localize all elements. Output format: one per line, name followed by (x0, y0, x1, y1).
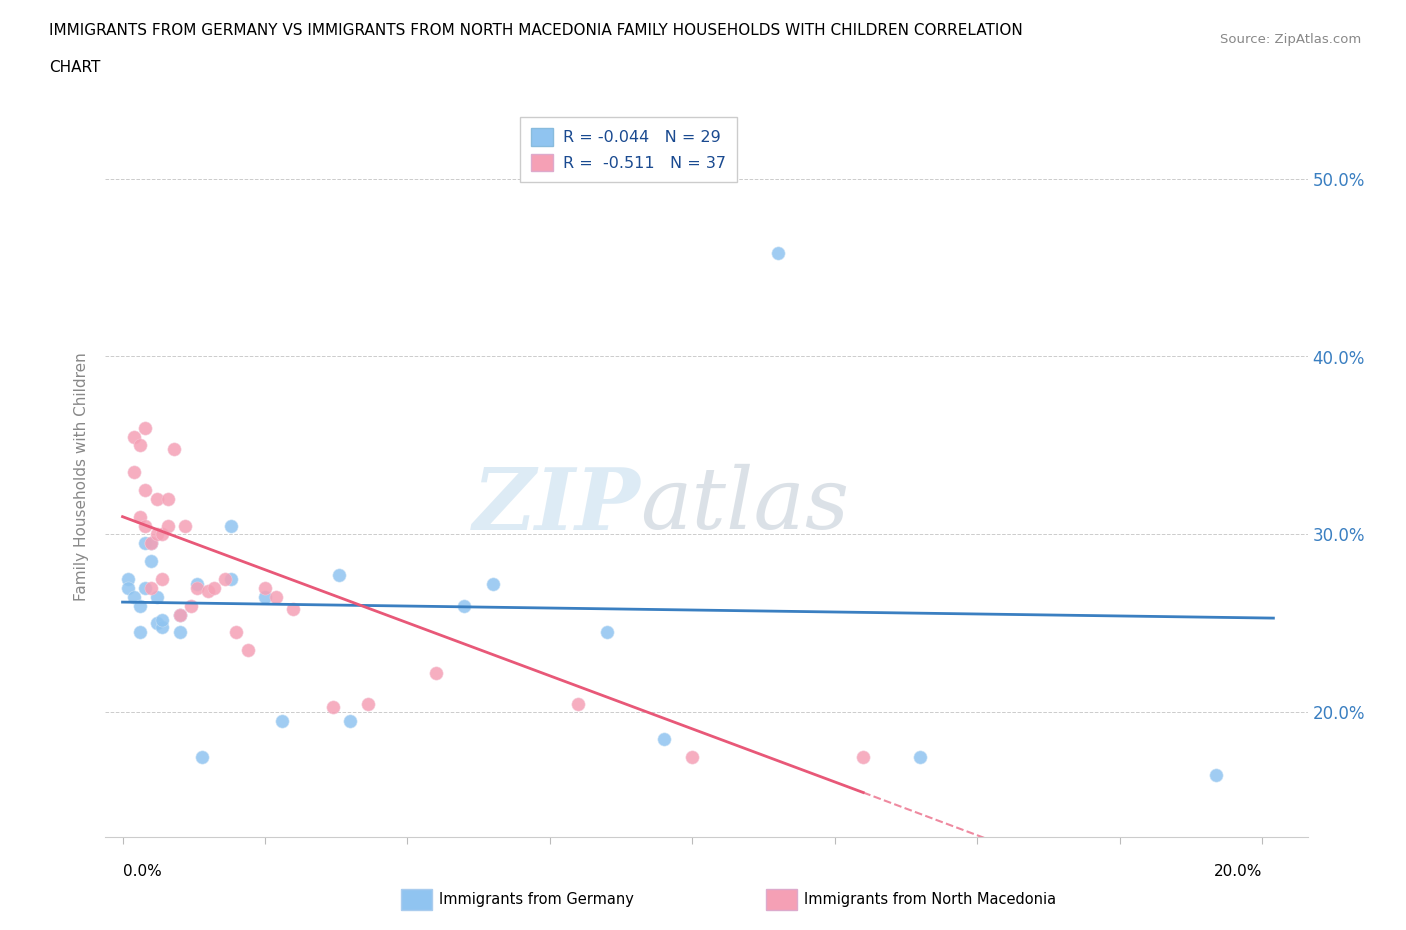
Y-axis label: Family Households with Children: Family Households with Children (75, 352, 90, 601)
Point (202, 580, 225, 595)
Point (145, 491, 167, 506)
Point (134, 420, 156, 435)
Point (225, 625, 247, 640)
Point (766, 246, 789, 260)
Point (253, 580, 276, 595)
Point (596, 625, 619, 640)
Point (157, 518, 180, 533)
Point (134, 518, 156, 533)
Point (134, 580, 156, 595)
Point (283, 602, 305, 617)
Point (219, 572, 242, 587)
Point (186, 580, 208, 595)
Point (453, 598, 475, 613)
Text: Immigrants from North Macedonia: Immigrants from North Macedonia (804, 892, 1056, 907)
Point (139, 580, 162, 595)
Point (180, 598, 202, 613)
Point (163, 442, 186, 457)
Point (145, 616, 167, 631)
Point (1205, 767, 1227, 782)
Point (117, 580, 139, 595)
Point (271, 714, 294, 729)
Point (122, 465, 145, 480)
Point (134, 536, 156, 551)
Point (134, 483, 156, 498)
Point (169, 607, 191, 622)
Point (197, 584, 219, 599)
Point (652, 732, 675, 747)
Text: IMMIGRANTS FROM GERMANY VS IMMIGRANTS FROM NORTH MACEDONIA FAMILY HOUSEHOLDS WIT: IMMIGRANTS FROM GERMANY VS IMMIGRANTS FR… (49, 23, 1024, 38)
Point (214, 572, 236, 587)
Point (169, 625, 191, 640)
Point (253, 590, 276, 604)
Point (482, 577, 505, 591)
Point (908, 750, 931, 764)
Point (139, 536, 162, 551)
Point (186, 577, 208, 591)
Point (152, 572, 174, 587)
Point (122, 429, 145, 444)
Point (852, 750, 875, 764)
Point (152, 619, 174, 634)
Point (139, 536, 162, 551)
Point (169, 607, 191, 622)
Point (152, 613, 174, 628)
Point (128, 510, 150, 525)
Text: Source: ZipAtlas.com: Source: ZipAtlas.com (1220, 33, 1361, 46)
Point (567, 696, 589, 711)
Text: Immigrants from Germany: Immigrants from Germany (439, 892, 634, 907)
Point (425, 666, 447, 681)
Point (157, 491, 180, 506)
Point (219, 518, 242, 533)
Point (128, 598, 150, 613)
Point (145, 590, 167, 604)
Point (356, 696, 378, 711)
Point (328, 568, 350, 583)
Point (128, 438, 150, 453)
Text: 0.0%: 0.0% (122, 864, 162, 879)
Legend: R = -0.044   N = 29, R =  -0.511   N = 37: R = -0.044 N = 29, R = -0.511 N = 37 (520, 117, 737, 182)
Point (322, 699, 344, 714)
Point (145, 527, 167, 542)
Point (681, 750, 703, 764)
Point (139, 553, 162, 568)
Text: ZIP: ZIP (472, 464, 640, 547)
Point (128, 625, 150, 640)
Point (122, 590, 145, 604)
Point (236, 643, 259, 658)
Point (152, 527, 174, 542)
Point (339, 714, 361, 729)
Point (174, 518, 197, 533)
Text: atlas: atlas (640, 464, 849, 547)
Text: CHART: CHART (49, 60, 101, 75)
Text: 20.0%: 20.0% (1213, 864, 1263, 879)
Point (117, 572, 139, 587)
Point (266, 590, 288, 604)
Point (191, 750, 214, 764)
